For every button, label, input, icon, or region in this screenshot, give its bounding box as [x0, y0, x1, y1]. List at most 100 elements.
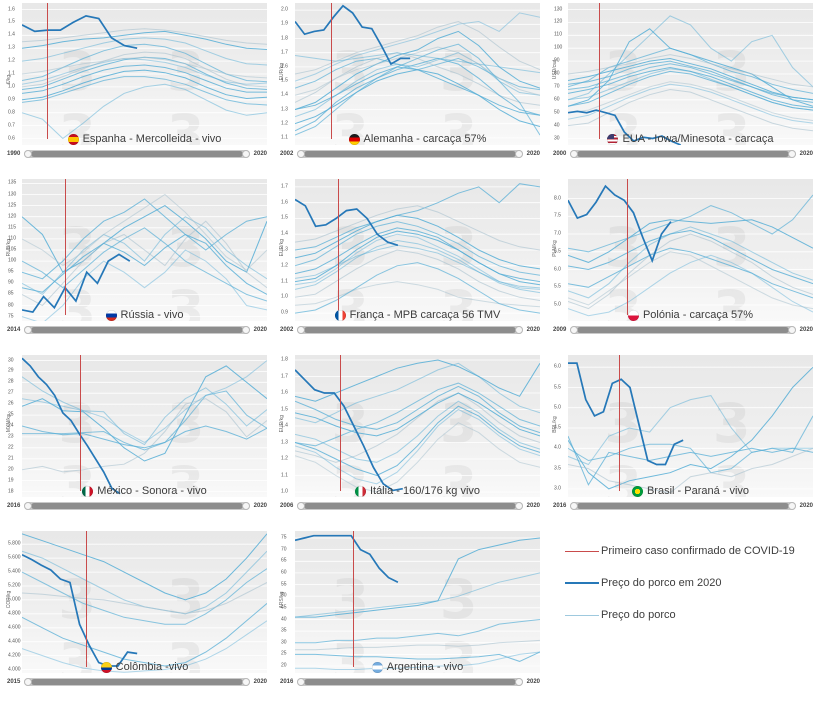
price-line: [295, 227, 540, 283]
y-tick-label: 120: [8, 213, 17, 220]
y-tick-label: 1.0: [281, 293, 288, 300]
price-line: [295, 249, 540, 301]
plot-area: 3 3 3 3 Brasil - Paraná - vivo: [568, 355, 813, 497]
range-slider-handle-right[interactable]: [514, 326, 523, 334]
time-range-row: 2006 2020: [278, 502, 542, 510]
price-line-2020: [568, 109, 682, 145]
range-slider-handle-left[interactable]: [570, 326, 579, 334]
covid-line: [626, 179, 628, 315]
range-slider-handle-left[interactable]: [24, 150, 33, 158]
range-slider-handle-left[interactable]: [297, 502, 306, 510]
y-axis-unit-label: €/kg: [6, 74, 12, 84]
flag-icon-spain: [67, 133, 79, 145]
range-slider[interactable]: [570, 150, 796, 158]
range-slider-bar[interactable]: [577, 327, 789, 333]
range-slider[interactable]: [297, 502, 523, 510]
y-tick-label: 1.2: [281, 455, 288, 462]
range-slider[interactable]: [297, 326, 523, 334]
range-slider[interactable]: [570, 502, 796, 510]
range-slider-handle-left[interactable]: [297, 150, 306, 158]
time-range-row: 2015 2020: [5, 678, 269, 686]
range-start-year: 2016: [280, 679, 294, 685]
price-line: [568, 88, 813, 132]
y-tick-label: 1.4: [8, 31, 15, 38]
range-slider-bar[interactable]: [577, 151, 789, 157]
range-slider-handle-right[interactable]: [787, 326, 796, 334]
range-slider-bar[interactable]: [31, 151, 243, 157]
price-line: [22, 51, 267, 88]
range-slider-bar[interactable]: [31, 503, 243, 509]
price-line: [22, 398, 267, 473]
covid-line: [619, 355, 621, 491]
y-tick-label: 60: [281, 569, 287, 576]
range-slider-handle-left[interactable]: [24, 502, 33, 510]
range-slider-handle-right[interactable]: [241, 502, 250, 510]
range-slider-handle-right[interactable]: [514, 678, 523, 686]
y-tick-label: 0.9: [8, 96, 15, 103]
range-slider-bar[interactable]: [304, 327, 516, 333]
range-slider[interactable]: [24, 150, 250, 158]
price-line: [22, 198, 267, 280]
range-slider-handle-left[interactable]: [297, 326, 306, 334]
flag-icon-poland: [627, 309, 639, 321]
chart-title-row: EUA - Iowa/Minesota - carcaça: [568, 133, 813, 145]
y-axis-unit-label: BRL/kg: [552, 415, 558, 433]
y-tick-label: 0.9: [281, 309, 288, 316]
range-slider[interactable]: [24, 502, 250, 510]
range-slider-handle-right[interactable]: [787, 502, 796, 510]
chart-title: Argentina - vivo: [386, 661, 464, 673]
y-tick-label: 1.7: [281, 49, 288, 56]
y-tick-label: 135: [8, 179, 17, 186]
price-line: [22, 193, 267, 271]
range-slider-handle-right[interactable]: [241, 678, 250, 686]
legend-line-price: [565, 614, 599, 616]
range-slider[interactable]: [570, 326, 796, 334]
range-slider-handle-right[interactable]: [241, 326, 250, 334]
range-slider-handle-right[interactable]: [514, 150, 523, 158]
time-range-row: 2016 2020: [5, 502, 269, 510]
range-slider[interactable]: [297, 150, 523, 158]
y-tick-label: 6.0: [554, 363, 561, 370]
range-slider-handle-right[interactable]: [514, 502, 523, 510]
range-slider[interactable]: [24, 326, 250, 334]
range-slider-bar[interactable]: [304, 679, 516, 685]
y-tick-label: 5.600: [8, 554, 21, 561]
price-line: [22, 43, 267, 83]
price-line: [568, 447, 813, 494]
range-slider-bar[interactable]: [31, 327, 243, 333]
range-slider-bar[interactable]: [577, 503, 789, 509]
chart-title: Alemanha - carcaça 57%: [363, 133, 487, 145]
y-tick-label: 20: [8, 466, 14, 473]
price-line: [568, 229, 813, 285]
y-tick-label: 130: [8, 191, 17, 197]
range-slider[interactable]: [24, 678, 250, 686]
flag-icon-russia: [105, 309, 117, 321]
range-slider-handle-left[interactable]: [24, 678, 33, 686]
y-tick-label: 7.0: [554, 230, 561, 237]
range-start-year: 2002: [280, 151, 294, 157]
price-chart: [295, 359, 540, 493]
range-slider-handle-right[interactable]: [787, 150, 796, 158]
chart-card-eua-iowa-minesota-carca-a: 130 120 110 100 90 80 70 60 50 40 30 USD/cwt 3 3 3 3…: [551, 3, 815, 174]
chart-title: Colômbia -vivo: [115, 661, 189, 673]
range-slider-handle-left[interactable]: [24, 326, 33, 334]
chart-title-row: Alemanha - carcaça 57%: [295, 133, 540, 145]
y-axis-unit-label: ARS/kg: [279, 591, 285, 609]
range-slider-handle-left[interactable]: [570, 150, 579, 158]
range-slider-handle-left[interactable]: [297, 678, 306, 686]
chart-card-pol-nia-carca-a-57: 8.0 7.5 7.0 6.5 6.0 5.5 5.0 PLN/kg 3 3 3 3 Polóni…: [551, 179, 815, 350]
y-tick-label: 27: [8, 389, 14, 396]
y-axis-unit-label: PLN/kg: [552, 239, 558, 257]
range-slider-handle-right[interactable]: [241, 150, 250, 158]
flag-icon-germany: [348, 133, 360, 145]
range-slider-bar[interactable]: [304, 503, 516, 509]
price-chart: [568, 184, 813, 317]
range-start-year: 2006: [280, 503, 294, 509]
time-range-row: 2000 2020: [551, 150, 815, 158]
range-slider-bar[interactable]: [31, 679, 243, 685]
range-slider-bar[interactable]: [304, 151, 516, 157]
y-tick-label: 50: [554, 109, 560, 116]
time-range-row: 2014 2020: [5, 326, 269, 334]
range-slider-handle-left[interactable]: [570, 502, 579, 510]
range-slider[interactable]: [297, 678, 523, 686]
